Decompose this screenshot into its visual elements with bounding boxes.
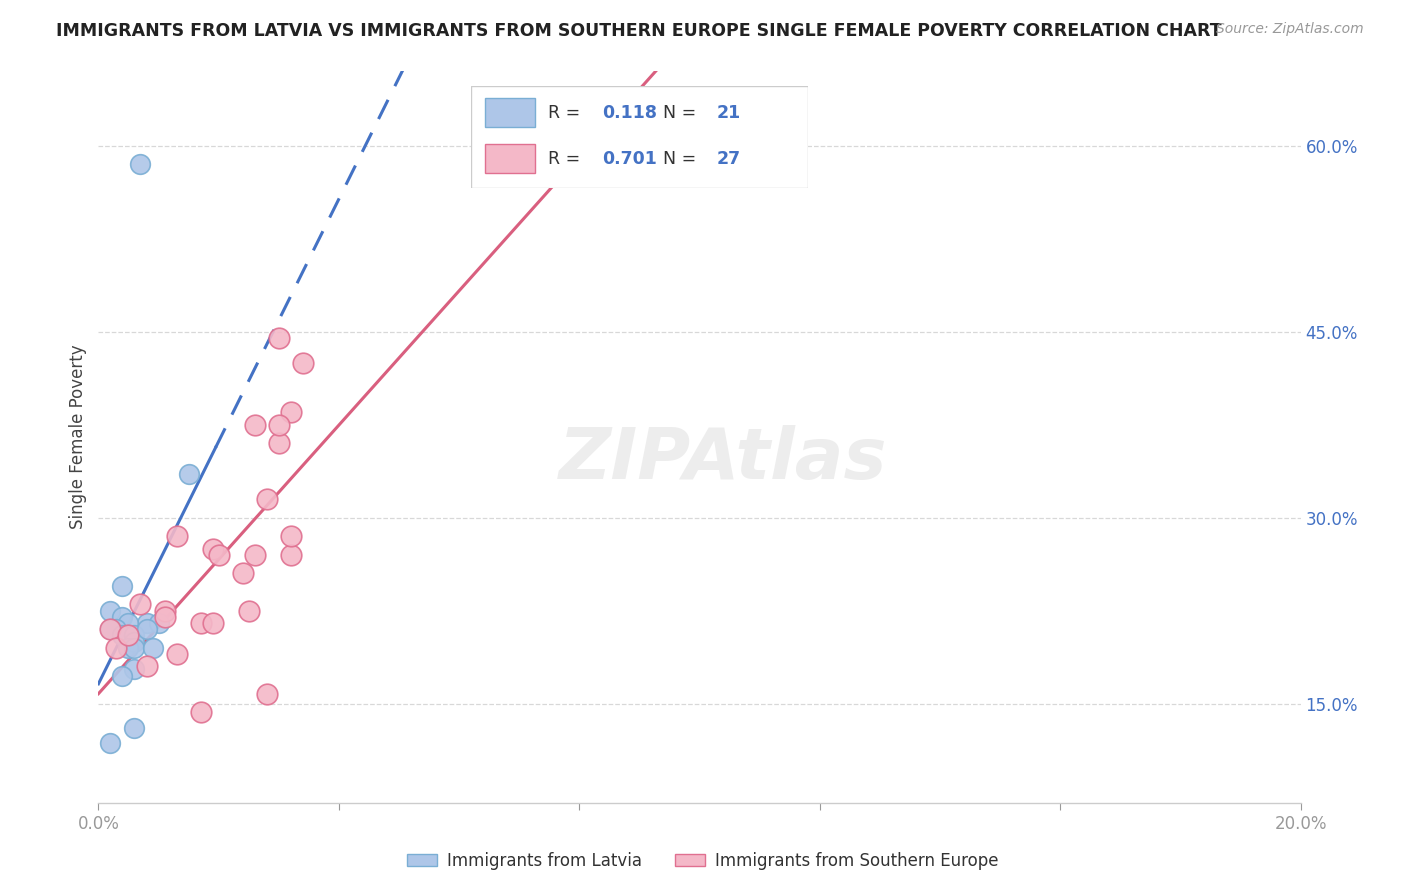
Point <box>141 640 163 655</box>
Legend: Immigrants from Latvia, Immigrants from Southern Europe: Immigrants from Latvia, Immigrants from … <box>401 846 1005 877</box>
Point <box>135 615 157 630</box>
Point <box>105 640 128 655</box>
Point <box>243 417 266 432</box>
Point <box>124 628 146 642</box>
Point <box>280 548 302 562</box>
Point <box>111 579 134 593</box>
Point <box>201 541 224 556</box>
Point <box>100 736 122 750</box>
Point <box>129 157 152 171</box>
Point <box>117 640 139 655</box>
Point <box>280 405 302 419</box>
Text: ZIPAtlas: ZIPAtlas <box>560 425 887 493</box>
Point <box>135 622 157 636</box>
Point <box>232 566 254 581</box>
Point <box>267 331 290 345</box>
Point <box>111 610 134 624</box>
Point <box>166 529 188 543</box>
Point <box>111 628 134 642</box>
Point <box>280 529 302 543</box>
Point <box>153 604 176 618</box>
Point <box>243 548 266 562</box>
Point <box>124 662 146 676</box>
Point <box>166 647 188 661</box>
Point <box>267 436 290 450</box>
Point <box>105 622 128 636</box>
Point <box>124 634 146 648</box>
Point <box>201 615 224 630</box>
Point <box>124 640 146 655</box>
Point <box>190 706 212 720</box>
Point <box>256 491 278 506</box>
Point <box>129 598 152 612</box>
Point <box>177 467 200 482</box>
Point <box>267 417 290 432</box>
Point <box>256 687 278 701</box>
Point <box>117 615 139 630</box>
Point <box>124 722 146 736</box>
Point <box>291 356 314 370</box>
Point <box>111 669 134 683</box>
Point <box>148 615 170 630</box>
Point <box>135 659 157 673</box>
Text: IMMIGRANTS FROM LATVIA VS IMMIGRANTS FROM SOUTHERN EUROPE SINGLE FEMALE POVERTY : IMMIGRANTS FROM LATVIA VS IMMIGRANTS FRO… <box>56 22 1222 40</box>
Point <box>190 615 212 630</box>
Point <box>208 548 231 562</box>
Text: Source: ZipAtlas.com: Source: ZipAtlas.com <box>1216 22 1364 37</box>
Point <box>153 610 176 624</box>
Point <box>100 604 122 618</box>
Y-axis label: Single Female Poverty: Single Female Poverty <box>69 345 87 529</box>
Point <box>238 604 260 618</box>
Point <box>100 622 122 636</box>
Point <box>100 622 122 636</box>
Point <box>117 628 139 642</box>
